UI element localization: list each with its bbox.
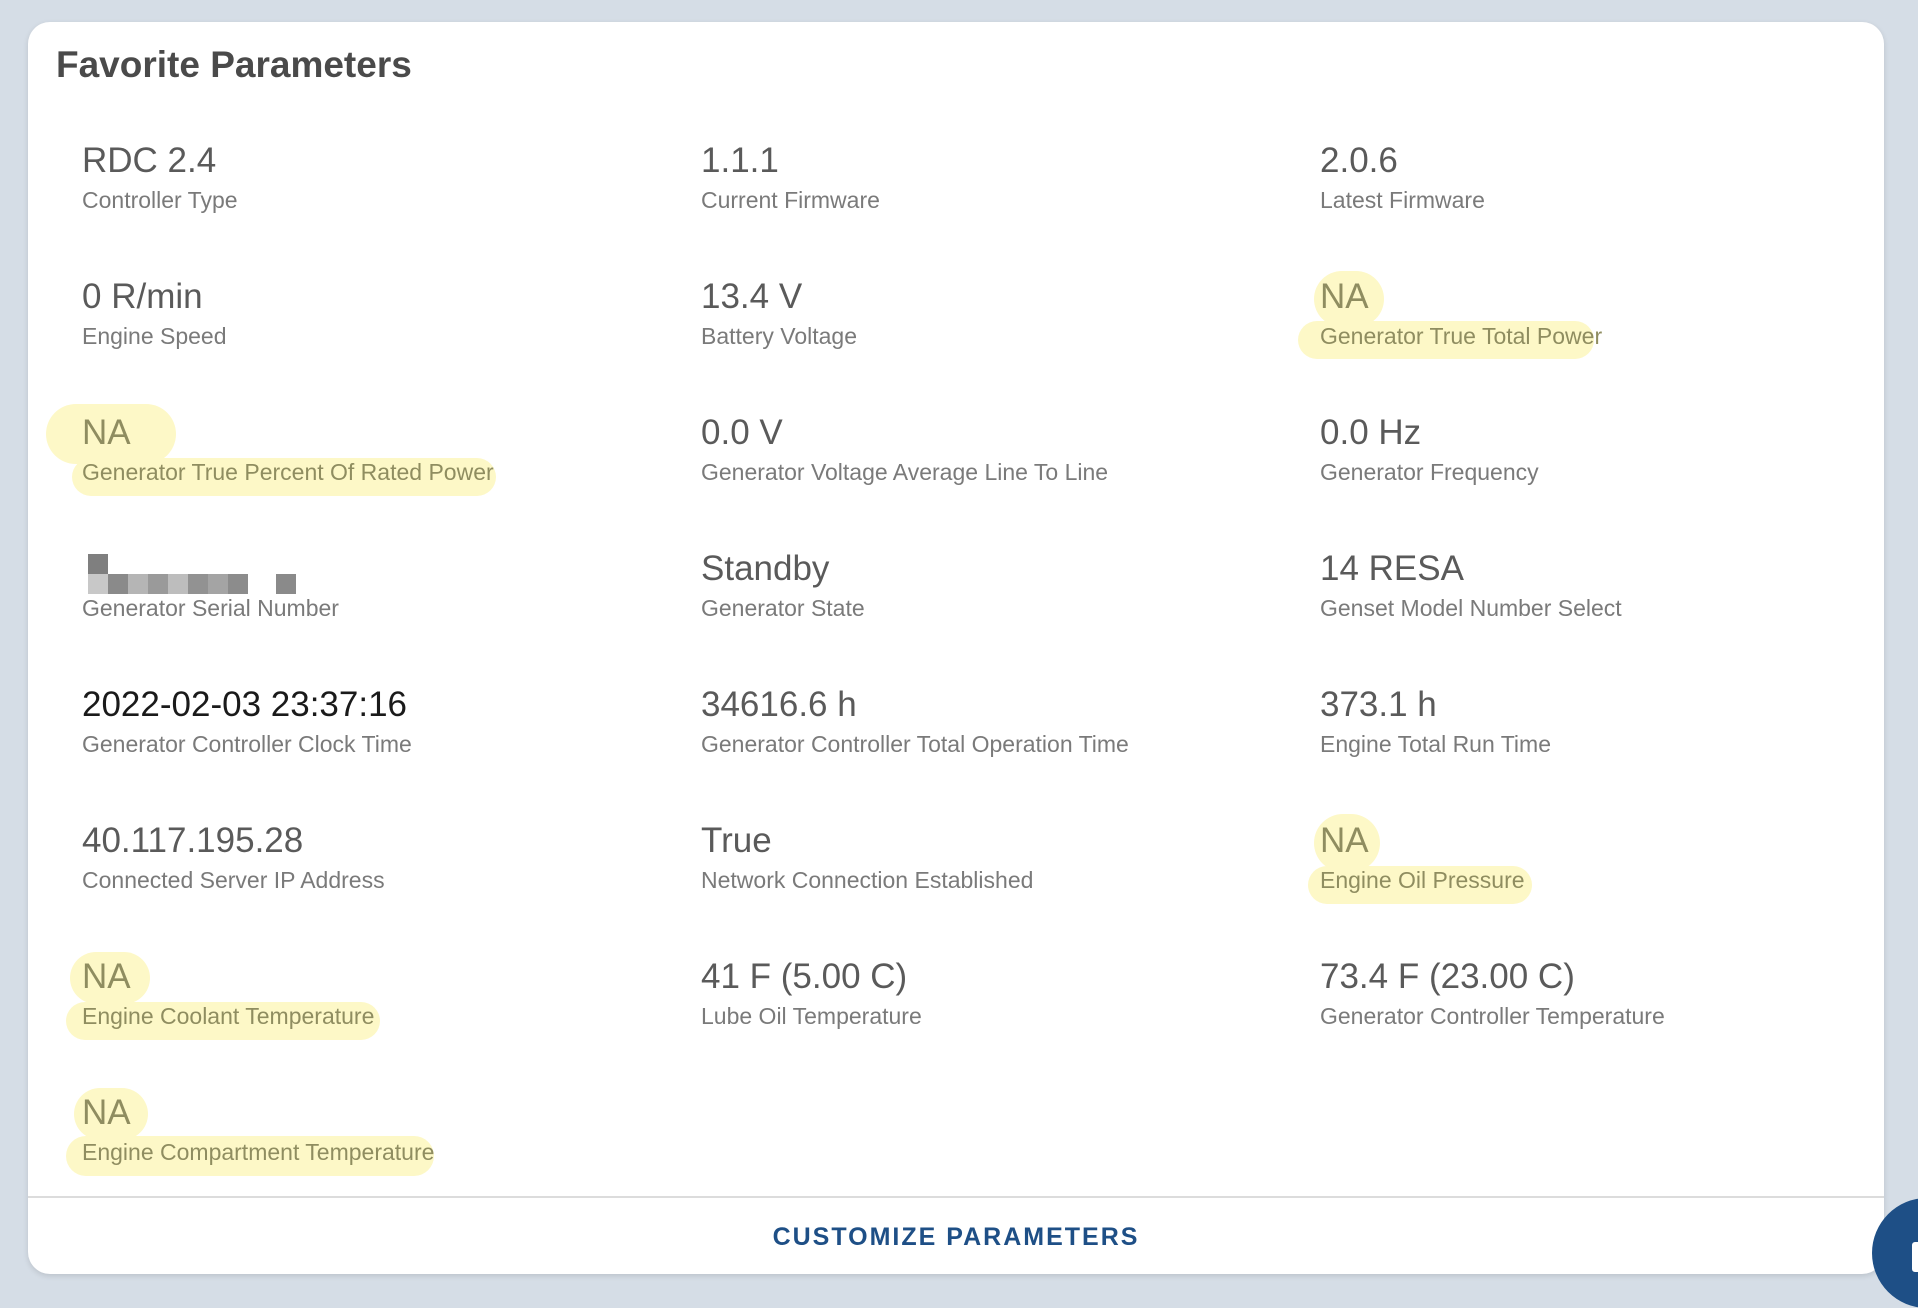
param-value: NA [82,957,131,996]
param-label: Engine Oil Pressure [1320,867,1525,893]
param-value: NA [1320,821,1369,860]
param-value: 1.1.1 [701,141,779,180]
param-value: 40.117.195.28 [82,821,304,860]
param-generator-true-total-power: NA Generator True Total Power [1298,271,1884,396]
param-value: 0.0 Hz [1320,413,1422,452]
param-label: Generator True Total Power [1320,323,1603,349]
param-label: Genset Model Number Select [1320,595,1622,621]
param-value: 13.4 V [701,277,803,316]
param-value: 2.0.6 [1320,141,1398,180]
param-value: NA [1320,277,1369,316]
param-lube-oil-temperature: 41 F (5.00 C) Lube Oil Temperature [701,956,1301,1076]
param-label: Engine Speed [82,323,227,349]
param-value: True [701,821,772,860]
highlight-mark [72,458,496,496]
param-engine-total-run-time: 373.1 h Engine Total Run Time [1320,684,1884,804]
highlight-mark [1314,271,1384,327]
param-controller-type: RDC 2.4 Controller Type [82,140,682,260]
param-value: RDC 2.4 [82,141,217,180]
param-label: Latest Firmware [1320,187,1485,213]
param-label: Generator Controller Clock Time [82,731,412,757]
param-generator-state: Standby Generator State [701,548,1301,668]
param-value: 41 F (5.00 C) [701,957,908,996]
param-genset-model-number: 14 RESA Genset Model Number Select [1320,548,1884,668]
param-label: Engine Total Run Time [1320,731,1551,757]
param-value: 0.0 V [701,413,783,452]
card-title: Favorite Parameters [56,44,412,85]
highlight-mark [1298,321,1594,359]
param-network-connection: True Network Connection Established [701,820,1301,940]
param-value: 0 R/min [82,277,203,316]
param-value: NA [82,1093,131,1132]
param-current-firmware: 1.1.1 Current Firmware [701,140,1301,260]
param-value: 14 RESA [1320,549,1464,588]
highlight-mark [66,1136,434,1176]
highlight-mark [66,1002,380,1040]
param-label: Generator State [701,595,865,621]
param-label: Current Firmware [701,187,880,213]
param-engine-oil-pressure: NA Engine Oil Pressure [1308,814,1884,940]
param-generator-true-percent-of-rated-power: NA Generator True Percent Of Rated Power [46,404,682,532]
param-connected-server-ip: 40.117.195.28 Connected Server IP Addres… [82,820,682,940]
param-label: Generator Controller Temperature [1320,1003,1665,1029]
param-label: Generator Voltage Average Line To Line [701,459,1109,485]
param-label: Generator Serial Number [82,595,339,621]
param-label: Connected Server IP Address [82,867,385,893]
favorite-parameters-card: Favorite Parameters RDC 2.4 Controller T… [28,22,1884,1274]
redacted-serial-number [82,554,296,596]
highlight-mark [74,1088,148,1140]
param-label: Controller Type [82,187,238,213]
param-label: Engine Compartment Temperature [82,1139,435,1165]
param-generator-frequency: 0.0 Hz Generator Frequency [1320,412,1884,532]
chat-icon [1912,1242,1918,1272]
param-label: Network Connection Established [701,867,1034,893]
param-generator-voltage-average: 0.0 V Generator Voltage Average Line To … [701,412,1301,532]
card-divider [28,1196,1884,1198]
param-label: Generator True Percent Of Rated Power [82,459,494,485]
param-value: NA [82,413,131,452]
param-value: 73.4 F (23.00 C) [1320,957,1575,996]
highlight-mark [1314,814,1380,872]
param-label: Battery Voltage [701,323,857,349]
param-label: Lube Oil Temperature [701,1003,922,1029]
param-generator-serial-number: Generator Serial Number [82,548,682,668]
highlight-mark [46,404,176,464]
param-engine-speed: 0 R/min Engine Speed [82,276,682,396]
param-value: 373.1 h [1320,685,1437,724]
param-latest-firmware: 2.0.6 Latest Firmware [1320,140,1884,260]
param-engine-compartment-temperature: NA Engine Compartment Temperature [66,1088,682,1212]
param-label: Generator Controller Total Operation Tim… [701,731,1129,757]
param-controller-total-operation-time: 34616.6 h Generator Controller Total Ope… [701,684,1301,804]
highlight-mark [1308,866,1532,904]
param-value: 34616.6 h [701,685,857,724]
param-label: Generator Frequency [1320,459,1539,485]
param-engine-coolant-temperature: NA Engine Coolant Temperature [66,952,682,1076]
param-label: Engine Coolant Temperature [82,1003,375,1029]
param-generator-controller-clock-time: 2022-02-03 23:37:16 Generator Controller… [82,684,682,804]
customize-parameters-button[interactable]: CUSTOMIZE PARAMETERS [28,1198,1884,1274]
param-value: 2022-02-03 23:37:16 [82,685,407,724]
highlight-mark [70,952,150,1004]
param-value: Standby [701,549,830,588]
param-generator-controller-temperature: 73.4 F (23.00 C) Generator Controller Te… [1320,956,1884,1076]
param-battery-voltage: 13.4 V Battery Voltage [701,276,1301,396]
